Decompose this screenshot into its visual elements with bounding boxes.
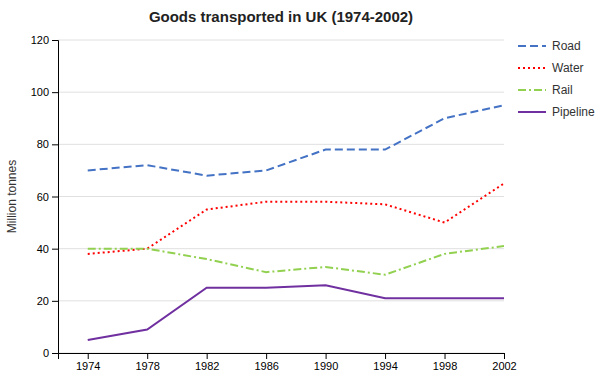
tick-mark [52, 353, 58, 354]
series-line [88, 183, 504, 253]
tick: 120 [31, 34, 58, 46]
legend-swatch [518, 67, 546, 69]
tick-label: 60 [37, 191, 49, 203]
grid-line [58, 92, 504, 93]
tick-mark [504, 353, 505, 359]
tick-mark [326, 353, 327, 359]
tick-label: 20 [37, 295, 49, 307]
tick-mark [385, 353, 386, 359]
tick-label: 2002 [492, 360, 516, 372]
series-line [88, 246, 504, 275]
tick: 20 [37, 295, 58, 307]
legend-label: Road [552, 39, 581, 53]
legend-swatch [518, 89, 546, 91]
grid-line [58, 300, 504, 301]
series-line [88, 105, 504, 175]
tick-label: 1982 [195, 360, 219, 372]
tick-label: 1978 [135, 360, 159, 372]
plot: 1974 1978 1982 1986 1990 1994 1998 2002 0 20 40 60 8… [31, 34, 517, 372]
tick-label: 1998 [433, 360, 457, 372]
tick-label: 1974 [76, 360, 100, 372]
legend-label: Water [552, 61, 584, 75]
legend-label: Pipeline [552, 105, 595, 119]
tick: 1986 [254, 353, 278, 372]
tick-label: 0 [43, 347, 49, 359]
tick-label: 80 [37, 138, 49, 150]
title: Goods transported in UK (1974-2002) [149, 8, 413, 25]
tick-label: 120 [31, 34, 49, 46]
grid-line [58, 144, 504, 145]
tick: 40 [37, 243, 58, 255]
tick-mark [266, 353, 267, 359]
x-axis: 1974 1978 1982 1986 1990 1994 1998 2002 [59, 353, 517, 372]
tick-label: 1986 [254, 360, 278, 372]
series-line [88, 285, 504, 340]
tick-mark [147, 353, 148, 359]
tick-label: 1990 [314, 360, 338, 372]
chart: 1974 1978 1982 1986 1990 1994 1998 2002 0 20 40 60 8… [0, 0, 614, 389]
tick-mark [52, 92, 58, 93]
tick: 1982 [195, 353, 219, 372]
tick: 1998 [433, 353, 457, 372]
tick: 1990 [314, 353, 338, 372]
tick-mark [52, 197, 58, 198]
y-axis-label: Million tonnes [5, 160, 19, 233]
tick: 80 [37, 138, 58, 150]
tick: 2002 [492, 353, 516, 372]
tick: 1994 [373, 353, 397, 372]
tick-mark [52, 40, 58, 41]
y-axis: 0 20 40 60 80 100 120 [31, 34, 59, 359]
tick: 0 [43, 347, 58, 359]
grid [58, 40, 504, 353]
tick-mark [207, 353, 208, 359]
grid-line [58, 196, 504, 197]
legend-label: Rail [552, 83, 573, 97]
tick: 1974 [76, 353, 100, 372]
legend-item: Water [518, 61, 584, 75]
legend-item: Road [518, 39, 581, 53]
tick-label: 100 [31, 86, 49, 98]
tick-mark [52, 144, 58, 145]
tick-mark [52, 301, 58, 302]
tick-label: 1994 [373, 360, 397, 372]
legend-swatch [518, 45, 546, 47]
legend-item: Rail [518, 83, 573, 97]
tick: 100 [31, 86, 58, 98]
legend: Road Water Rail Pipeline [518, 39, 595, 119]
legend-swatch [518, 111, 546, 113]
legend-item: Pipeline [518, 105, 595, 119]
tick: 1978 [135, 353, 159, 372]
tick-mark [88, 353, 89, 359]
tick-mark [445, 353, 446, 359]
axis-line [59, 354, 505, 360]
tick-label: 40 [37, 243, 49, 255]
tick: 60 [37, 191, 58, 203]
tick-mark [52, 249, 58, 250]
lines [88, 105, 504, 340]
grid-line [58, 40, 504, 41]
axis-line [52, 41, 59, 354]
